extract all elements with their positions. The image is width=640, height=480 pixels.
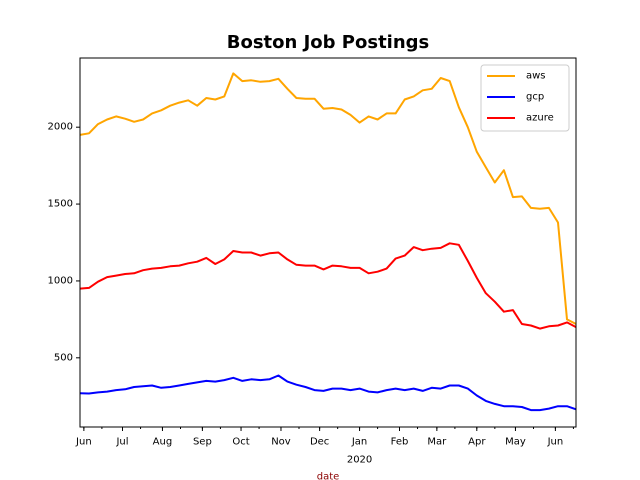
plot-area (79, 72, 577, 412)
y-tick-label: 500 (54, 352, 73, 363)
x-axis-label: date (317, 472, 340, 480)
x-tick-label: Feb (391, 437, 409, 448)
legend-label-azure: azure (526, 113, 554, 124)
legend-label-gcp: gcp (526, 92, 544, 103)
x-tick-label: Jan (351, 437, 367, 448)
x-tick-label: Jul (115, 437, 128, 448)
x-axis: Jun Jul Aug Sep Oct Nov Dec Jan Feb Mar Apr May Jun 2… (75, 427, 574, 466)
x-tick-label: Aug (153, 437, 173, 448)
x-tick-label: Jun (547, 437, 564, 448)
x-year-label: 2020 (347, 455, 372, 466)
y-tick-label: 1500 (48, 199, 73, 210)
x-tick-label: Jun (75, 437, 92, 448)
y-tick-label: 2000 (48, 122, 73, 133)
series-line-gcp (79, 374, 577, 412)
x-tick-label: Apr (468, 437, 486, 448)
series-line-azure (79, 242, 577, 330)
x-tick-label: Mar (427, 437, 447, 448)
legend-label-aws: aws (526, 71, 546, 82)
series-line-aws (79, 72, 577, 325)
chart-title: Boston Job Postings (227, 32, 430, 53)
x-tick-label: Dec (310, 437, 329, 448)
y-tick-label: 1000 (48, 275, 73, 286)
legend: aws gcp azure (480, 64, 570, 132)
x-tick-label: May (505, 437, 526, 448)
axes-frame (79, 57, 577, 428)
x-tick-label: Sep (193, 437, 212, 448)
x-tick-label: Nov (271, 437, 291, 448)
y-axis: 500 1000 1500 2000 (48, 122, 80, 363)
legend-frame (480, 64, 570, 132)
x-tick-label: Oct (232, 437, 249, 448)
